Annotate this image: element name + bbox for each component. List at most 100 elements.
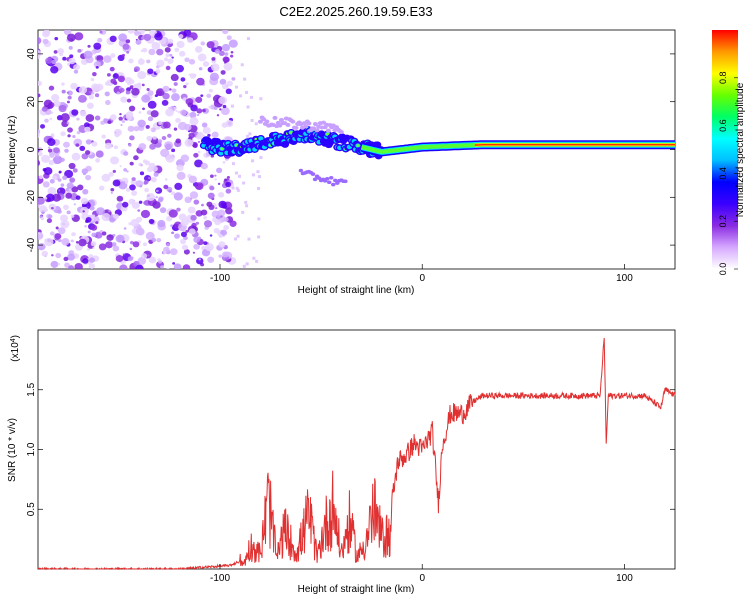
noise-speck [239, 94, 243, 98]
noise-speck [126, 87, 131, 92]
noise-speck [193, 199, 200, 205]
spectrogram-marks [35, 30, 675, 269]
noise-speck [104, 81, 110, 86]
noise-speck [143, 181, 148, 185]
noise-speck [135, 39, 142, 45]
noise-speck [225, 88, 232, 95]
trace-mark [325, 132, 330, 136]
noise-speck [207, 256, 215, 263]
noise-speck [155, 69, 161, 74]
noise-speck [175, 117, 181, 123]
noise-speck [44, 196, 48, 200]
trace-mark [264, 119, 270, 124]
trace-mark [306, 121, 312, 126]
noise-speck [163, 121, 171, 129]
noise-speck [79, 110, 87, 117]
noise-speck [98, 185, 105, 191]
noise-speck [222, 251, 229, 258]
noise-speck [101, 231, 107, 236]
noise-speck [185, 229, 189, 233]
noise-speck [86, 248, 90, 251]
noise-speck [249, 95, 253, 99]
noise-speck [109, 35, 117, 43]
noise-speck [38, 196, 45, 205]
noise-speck [88, 94, 94, 100]
noise-speck [211, 57, 216, 61]
noise-speck [220, 215, 223, 218]
noise-speck [66, 91, 70, 94]
noise-speck [173, 127, 178, 131]
noise-speck [66, 210, 71, 215]
noise-speck [157, 219, 166, 228]
noise-speck [155, 196, 158, 199]
noise-speck [85, 216, 92, 223]
noise-speck [160, 265, 164, 269]
noise-speck [219, 78, 227, 85]
noise-speck [72, 168, 78, 173]
noise-speck [40, 124, 46, 129]
noise-speck [46, 138, 56, 146]
noise-speck [60, 157, 65, 162]
noise-speck [180, 218, 189, 227]
trace-mark [325, 128, 331, 133]
noise-speck [82, 258, 89, 264]
noise-speck [57, 178, 62, 182]
noise-speck [226, 80, 233, 87]
noise-speck [148, 256, 157, 264]
noise-speck [185, 82, 189, 86]
trace-mark [324, 176, 330, 181]
noise-speck [146, 88, 150, 91]
noise-speck [41, 154, 50, 163]
spectrogram-y-ticks: -40 -20 0 20 40 [26, 48, 675, 252]
noise-speck [60, 220, 70, 229]
noise-speck [38, 232, 41, 235]
noise-speck [200, 209, 208, 216]
noise-speck [244, 200, 248, 204]
noise-speck [184, 57, 190, 63]
noise-speck [142, 47, 148, 53]
noise-speck [77, 184, 84, 191]
noise-speck [225, 119, 234, 128]
noise-speck [137, 119, 146, 128]
noise-speck [212, 217, 218, 223]
noise-speck [143, 200, 149, 206]
noise-speck [231, 77, 236, 81]
noise-speck [223, 217, 229, 222]
noise-speck [66, 182, 74, 189]
noise-speck [131, 201, 140, 209]
noise-speck [68, 46, 73, 50]
noise-speck [200, 94, 204, 98]
noise-speck [188, 175, 197, 184]
noise-speck [73, 203, 77, 206]
noise-speck [91, 141, 98, 147]
noise-speck [218, 241, 226, 248]
noise-speck [204, 242, 214, 252]
noise-speck [54, 36, 59, 41]
noise-speck [101, 173, 111, 182]
scale-end: ) [10, 335, 21, 338]
noise-speck [59, 188, 63, 192]
noise-speck [63, 256, 69, 262]
trace-mark [356, 144, 360, 147]
noise-speck [35, 44, 38, 47]
noise-speck [173, 82, 178, 86]
snr-series-line [37, 337, 676, 571]
noise-speck [176, 164, 184, 172]
noise-speck [123, 151, 129, 156]
noise-speck [38, 36, 42, 45]
noise-speck [157, 139, 163, 144]
noise-speck [156, 48, 164, 56]
noise-speck [110, 78, 117, 84]
noise-speck [159, 207, 167, 214]
noise-speck [104, 91, 110, 97]
noise-speck [109, 114, 117, 121]
noise-speck [82, 210, 85, 213]
noise-speck [151, 237, 157, 243]
noise-speck [84, 225, 87, 228]
noise-speck [229, 220, 237, 227]
noise-speck [171, 93, 180, 102]
snr-y-label: SNR (10 * v/v) [7, 418, 18, 482]
noise-speck [48, 146, 51, 149]
noise-speck [150, 127, 156, 133]
noise-speck [67, 127, 73, 133]
